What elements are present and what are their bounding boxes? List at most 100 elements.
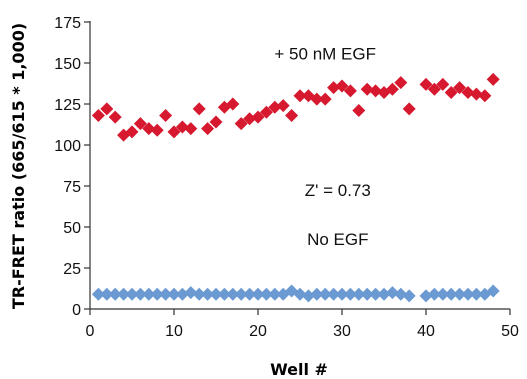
no-egf-data-point	[167, 287, 181, 301]
egf-data-point	[91, 108, 105, 122]
no-egf-data-point	[377, 287, 391, 301]
egf-data-point	[369, 84, 383, 98]
egf-data-point	[268, 100, 282, 114]
egf-data-point	[478, 89, 492, 103]
no-egf-data-point	[268, 287, 282, 301]
no-egf-data-point	[234, 287, 248, 301]
egf-data-point	[150, 123, 164, 137]
egf-data-point	[402, 102, 416, 116]
egf-data-point	[175, 120, 189, 134]
y-axis-title: TR-FRET ratio (665/615 * 1,000)	[9, 23, 28, 309]
no-egf-data-point	[91, 287, 105, 301]
egf-data-point	[117, 128, 131, 142]
no-egf-data-point	[201, 287, 215, 301]
no-egf-data-point	[175, 287, 189, 301]
egf-data-point	[276, 99, 290, 113]
axes	[89, 21, 510, 310]
x-tick-label: 30	[333, 323, 351, 340]
y-tick-label: 75	[63, 179, 81, 196]
ticks: 0 25 50 75 100 125 150 175 0 10 20 30 40 50	[54, 15, 519, 340]
annotation-label: + 50 nM EGF	[274, 45, 376, 64]
no-egf-data-point	[419, 289, 433, 303]
no-egf-data-point	[117, 287, 131, 301]
x-tick-label: 10	[165, 323, 183, 340]
no-egf-data-point	[394, 287, 408, 301]
no-egf-data-point	[100, 287, 114, 301]
y-tick-label: 125	[54, 97, 81, 114]
egf-data-point	[125, 125, 139, 139]
data-points	[91, 72, 500, 303]
no-egf-data-point	[436, 287, 450, 301]
annotation-label: Z' = 0.73	[305, 181, 371, 200]
no-egf-data-point	[486, 284, 500, 298]
no-egf-data-point	[108, 287, 122, 301]
no-egf-data-point	[461, 287, 475, 301]
egf-data-point	[159, 108, 173, 122]
y-tick-label: 0	[72, 302, 81, 319]
egf-data-point	[226, 97, 240, 111]
no-egf-data-point	[125, 287, 139, 301]
egf-data-point	[394, 76, 408, 90]
x-tick-label: 40	[417, 323, 435, 340]
no-egf-data-point	[251, 287, 265, 301]
no-egf-data-point	[469, 287, 483, 301]
x-tick-label: 20	[249, 323, 267, 340]
no-egf-data-point	[444, 287, 458, 301]
y-tick-label: 175	[54, 15, 81, 32]
egf-data-point	[318, 92, 332, 106]
egf-data-point	[201, 122, 215, 136]
egf-data-point	[142, 122, 156, 136]
egf-data-point	[184, 122, 198, 136]
egf-data-point	[343, 84, 357, 98]
egf-data-point	[167, 125, 181, 139]
egf-data-point	[486, 72, 500, 86]
egf-data-point	[251, 110, 265, 124]
no-egf-data-point	[453, 287, 467, 301]
x-tick-label: 50	[501, 323, 519, 340]
no-egf-data-point	[318, 287, 332, 301]
no-egf-data-point	[142, 287, 156, 301]
annotation-label: No EGF	[307, 230, 368, 249]
x-tick-label: 0	[86, 323, 95, 340]
egf-data-point	[108, 110, 122, 124]
egf-data-point	[419, 77, 433, 91]
no-egf-data-point	[385, 286, 399, 300]
x-axis-title: Well #	[270, 360, 328, 379]
no-egf-data-point	[133, 287, 147, 301]
egf-data-point	[234, 117, 248, 131]
egf-data-point	[352, 104, 366, 118]
no-egf-data-point	[343, 287, 357, 301]
egf-data-point	[444, 86, 458, 100]
egf-data-point	[385, 82, 399, 96]
y-tick-label: 100	[54, 138, 81, 155]
no-egf-data-point	[310, 287, 324, 301]
egf-data-point	[335, 79, 349, 93]
egf-data-point	[360, 82, 374, 96]
no-egf-data-point	[369, 287, 383, 301]
egf-data-point	[427, 82, 441, 96]
no-egf-data-point	[226, 287, 240, 301]
egf-data-point	[285, 108, 299, 122]
egf-data-point	[469, 87, 483, 101]
egf-data-point	[327, 81, 341, 95]
no-egf-data-point	[335, 287, 349, 301]
egf-data-point	[100, 102, 114, 116]
egf-data-point	[209, 115, 223, 129]
egf-data-point	[293, 89, 307, 103]
no-egf-data-point	[184, 286, 198, 300]
egf-data-point	[453, 81, 467, 95]
egf-data-point	[461, 86, 475, 100]
no-egf-data-point	[293, 287, 307, 301]
no-egf-data-point	[259, 287, 273, 301]
no-egf-data-point	[150, 287, 164, 301]
no-egf-data-point	[427, 287, 441, 301]
egf-data-point	[133, 117, 147, 131]
no-egf-data-point	[217, 287, 231, 301]
y-tick-label: 50	[63, 220, 81, 237]
annotations: + 50 nM EGF Z' = 0.73 No EGF	[274, 45, 376, 249]
no-egf-data-point	[360, 287, 374, 301]
no-egf-data-point	[352, 287, 366, 301]
y-tick-label: 25	[63, 261, 81, 278]
no-egf-data-point	[402, 289, 416, 303]
